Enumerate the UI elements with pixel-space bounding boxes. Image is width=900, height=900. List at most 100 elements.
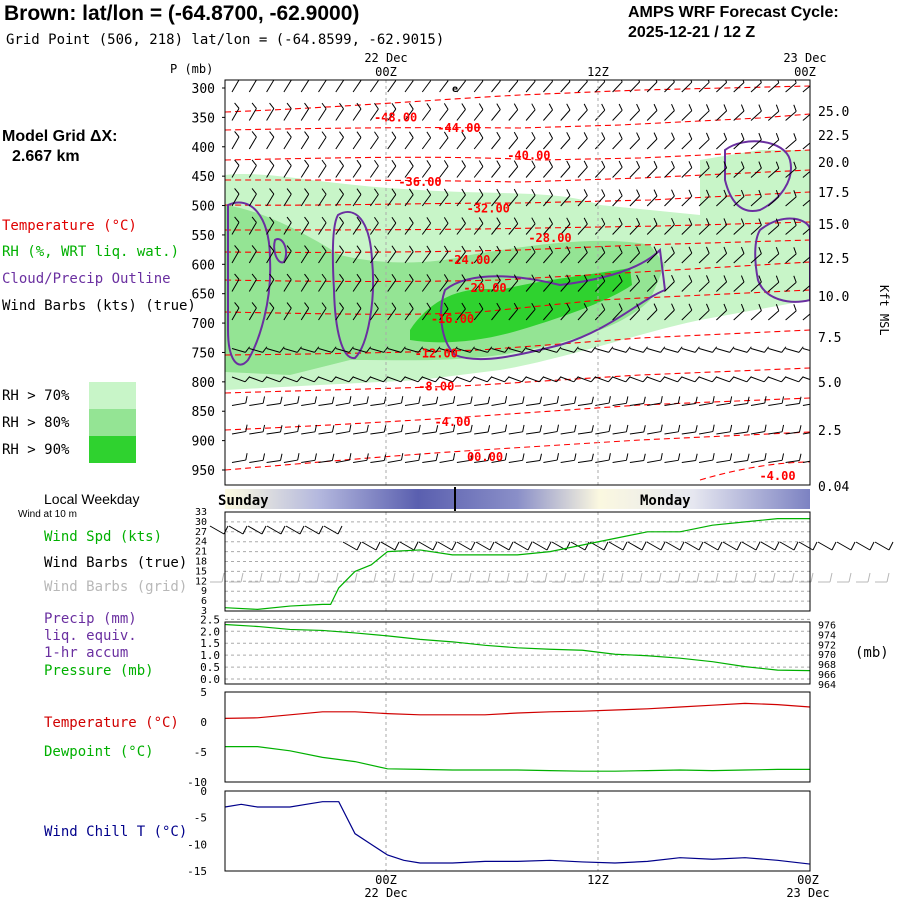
wind-barb — [525, 274, 536, 292]
wind-barb — [543, 189, 553, 207]
wind-barb — [231, 376, 251, 383]
wind-barb — [508, 274, 519, 292]
wind-barb — [698, 376, 718, 383]
wind-barb — [785, 218, 797, 235]
wind-barb — [387, 102, 397, 121]
wind-barb — [543, 246, 553, 264]
wind-barb — [802, 113, 810, 121]
wind-barb — [491, 80, 501, 93]
wind-barb — [646, 303, 658, 321]
wind-barb — [785, 247, 797, 264]
wind-barb — [266, 216, 275, 235]
wind-barb — [283, 396, 300, 406]
height-tick-label: 12.5 — [818, 252, 849, 267]
top-tick-00z-end: 00Z — [794, 65, 816, 79]
wind-barb — [456, 131, 466, 150]
wind-barb — [526, 425, 542, 435]
temperature-tick-label: 0 — [200, 716, 207, 729]
wind-barb — [594, 303, 606, 321]
wind-barb — [802, 348, 810, 352]
wind-barb — [318, 159, 327, 178]
time-gridlines — [385, 80, 599, 485]
height-tick-label: 7.5 — [818, 331, 841, 346]
wind-barb — [422, 396, 439, 406]
wind-barb — [508, 245, 519, 264]
bottom-date-23dec: 23 Dec — [786, 886, 829, 900]
wind-barb — [352, 131, 362, 150]
temperature-contour-label: -16.00 — [431, 312, 474, 326]
wind-barb — [352, 188, 362, 207]
wind-tick-label: 6 — [201, 596, 207, 607]
wind-barb — [779, 541, 799, 551]
wind-barb — [699, 424, 715, 435]
wind-barb — [421, 302, 432, 321]
height-tick-label: 17.5 — [818, 186, 849, 201]
temperature-contour-label: -8.00 — [418, 380, 454, 394]
wind-barb — [646, 103, 658, 121]
wind-barb — [698, 275, 710, 292]
wind-barb — [369, 188, 379, 207]
wind-barb — [577, 376, 597, 383]
wind-barb — [491, 217, 501, 235]
wind-barb — [590, 572, 605, 583]
wind-barb — [594, 103, 606, 121]
wind-barb — [664, 303, 675, 321]
wind-barb — [768, 424, 785, 435]
wind-barb — [799, 572, 814, 583]
wind-barb — [681, 161, 693, 178]
wind-barb — [577, 303, 588, 321]
height-tick-label: 20.0 — [818, 156, 849, 171]
wind-barb — [646, 217, 658, 235]
wind-barb — [526, 453, 542, 463]
wind-barb — [733, 376, 752, 383]
wind-barb — [608, 541, 628, 551]
pressure-tick-label: 974 — [818, 630, 836, 641]
wind-barb — [716, 275, 728, 292]
wind-barb — [335, 159, 344, 178]
wind-barb — [733, 80, 745, 93]
height-tick-label: 2.5 — [818, 424, 841, 439]
wind-barb — [266, 425, 283, 435]
cross-section-wind-barbs — [231, 80, 810, 463]
wind-barb — [352, 346, 372, 353]
wind-barb — [456, 188, 466, 207]
wind-barb — [439, 160, 449, 178]
wind-barb — [421, 274, 432, 292]
wind-barb — [369, 102, 379, 121]
pressure-panel-frame — [224, 621, 811, 685]
wind-barb — [629, 217, 641, 235]
height-axis-title: Kft MSL — [877, 285, 891, 336]
wind-barb — [560, 376, 579, 383]
wind-barb — [733, 303, 745, 321]
wind-barb — [802, 313, 810, 321]
wind-barb — [647, 453, 663, 463]
wind-barb — [248, 302, 257, 321]
wind-barb — [681, 275, 693, 292]
wind-barb — [248, 572, 263, 583]
wind-barb — [421, 103, 432, 121]
wind-barb — [785, 304, 797, 321]
wind-barb — [716, 80, 728, 93]
wind-barb — [404, 131, 414, 150]
wind-barb — [703, 541, 723, 551]
wind-barb — [532, 541, 552, 551]
wind-barb — [750, 453, 767, 463]
wind-barb — [439, 453, 456, 463]
wind-tick-label: 33 — [195, 507, 207, 518]
wind-barb — [300, 188, 310, 207]
temperature-tick-label: -5 — [194, 746, 207, 759]
wind-barb — [560, 396, 577, 406]
wind-barb — [473, 274, 484, 292]
wind-barb — [577, 189, 588, 207]
wind-barb — [681, 189, 693, 207]
wind-barb — [594, 132, 606, 150]
wind-barb — [525, 346, 545, 353]
top-time-axis: 22 Dec 23 Dec 00Z 12Z 00Z — [364, 51, 826, 79]
wind-barb — [875, 572, 890, 583]
wind-barb — [266, 273, 275, 292]
wind-barb — [491, 376, 510, 383]
wind-barb — [266, 396, 283, 406]
wind-barb — [761, 572, 776, 583]
wind-barb — [594, 274, 606, 292]
wind-barb — [318, 302, 327, 321]
